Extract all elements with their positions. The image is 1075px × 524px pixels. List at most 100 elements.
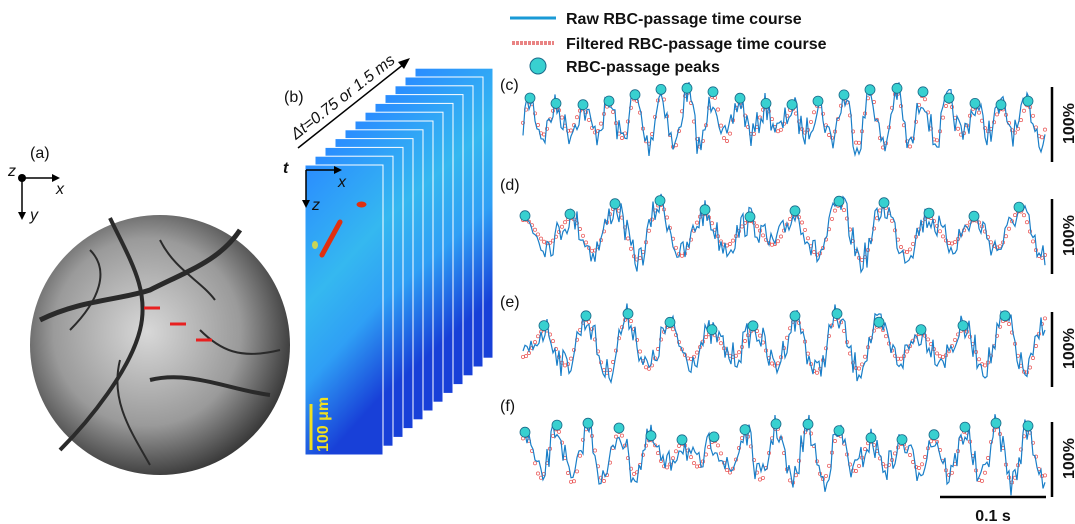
- figure: Raw RBC-passage time course Filtered RBC…: [0, 0, 1075, 524]
- filtered-point: [806, 237, 809, 240]
- filtered-point: [800, 221, 803, 224]
- scale-bar-label: 100 μm: [315, 397, 332, 452]
- filtered-point: [587, 118, 590, 121]
- filtered-point: [560, 225, 563, 228]
- filtered-point: [908, 453, 911, 456]
- filtered-point: [863, 355, 866, 358]
- panel-label: (c): [500, 77, 519, 94]
- filtered-point: [536, 335, 539, 338]
- filtered-point: [533, 228, 536, 231]
- peak-marker: [996, 100, 1006, 110]
- filtered-point: [533, 341, 536, 344]
- filtered-point: [695, 221, 698, 224]
- peak-marker: [748, 321, 758, 331]
- time-scale-label: 0.1 s: [975, 508, 1011, 524]
- peak-marker: [583, 418, 593, 428]
- peak-marker: [790, 311, 800, 321]
- filtered-point: [563, 221, 566, 224]
- filtered-point: [725, 469, 728, 472]
- filtered-point: [953, 338, 956, 341]
- traces: (c)100%(d)100%(e)100%(f)100%: [500, 77, 1075, 497]
- legend-peak-marker: [530, 58, 546, 74]
- filtered-point: [1022, 109, 1025, 112]
- peak-marker: [892, 83, 902, 93]
- filtered-point: [806, 352, 809, 355]
- peak-marker: [839, 90, 849, 100]
- filtered-point: [935, 139, 938, 142]
- peak-marker: [551, 98, 561, 108]
- filtered-point: [899, 245, 902, 248]
- filtered-point: [629, 247, 632, 250]
- peak-marker: [525, 93, 535, 103]
- filtered-point: [809, 120, 812, 123]
- peak-marker: [520, 427, 530, 437]
- peak-marker: [969, 211, 979, 221]
- panel-label: (f): [500, 398, 515, 415]
- axis-label: z: [311, 197, 320, 214]
- filtered-point: [761, 234, 764, 237]
- filtered-point: [983, 364, 986, 367]
- peak-marker: [682, 83, 692, 93]
- amplitude-scale-label: 100%: [1061, 328, 1075, 369]
- axis-label: z: [7, 163, 16, 180]
- filtered-point: [719, 124, 722, 127]
- axis-label: y: [29, 207, 39, 224]
- filtered-point: [1031, 240, 1034, 243]
- panel-label: (b): [284, 89, 304, 106]
- amplitude-scale-label: 100%: [1061, 438, 1075, 479]
- filtered-point: [812, 111, 815, 114]
- legend-label: Filtered RBC-passage time course: [566, 36, 827, 53]
- filtered-point: [665, 216, 668, 219]
- peak-marker: [630, 90, 640, 100]
- peak-marker: [918, 87, 928, 97]
- filtered-point: [647, 229, 650, 232]
- filtered-point: [776, 240, 779, 243]
- filtered-point: [1043, 128, 1046, 131]
- peak-marker: [708, 87, 718, 97]
- filtered-point: [743, 339, 746, 342]
- peak-marker: [578, 100, 588, 110]
- peak-marker: [832, 309, 842, 319]
- peak-marker: [790, 206, 800, 216]
- filtered-point: [533, 462, 536, 465]
- peak-marker: [834, 426, 844, 436]
- filtered-point: [941, 116, 944, 119]
- filtered-point: [560, 116, 563, 119]
- filtered-point: [734, 354, 737, 357]
- filtered-point: [674, 246, 677, 249]
- filtered-point: [620, 434, 623, 437]
- filtered-point: [779, 128, 782, 131]
- filtered-point: [728, 132, 731, 135]
- peak-marker: [897, 435, 907, 445]
- filtered-point: [695, 351, 698, 354]
- axis-label: x: [337, 174, 347, 191]
- filtered-point: [923, 98, 926, 101]
- peak-marker: [656, 84, 666, 94]
- filtered-point: [575, 470, 578, 473]
- filtered-point: [842, 209, 845, 212]
- peak-marker: [707, 325, 717, 335]
- filtered-point: [794, 474, 797, 477]
- filtered-point: [776, 362, 779, 365]
- filtered-point: [716, 444, 719, 447]
- filtered-point: [917, 466, 920, 469]
- filtered-point: [656, 452, 659, 455]
- filtered-point: [737, 351, 740, 354]
- filtered-point: [998, 245, 1001, 248]
- filtered-point: [725, 139, 728, 142]
- peak-marker: [740, 425, 750, 435]
- arrow-head: [18, 212, 26, 220]
- filtered-point: [740, 225, 743, 228]
- legend-label: RBC-passage peaks: [566, 59, 720, 76]
- filtered-point: [1007, 322, 1010, 325]
- filtered-point: [584, 241, 587, 244]
- filtered-point: [830, 217, 833, 220]
- peak-marker: [1014, 202, 1024, 212]
- axis-label: x: [55, 181, 65, 198]
- filtered-point: [758, 334, 761, 337]
- peak-marker: [960, 422, 970, 432]
- filtered-point: [704, 336, 707, 339]
- filtered-point: [569, 480, 572, 483]
- peak-marker: [874, 317, 884, 327]
- filtered-point: [812, 251, 815, 254]
